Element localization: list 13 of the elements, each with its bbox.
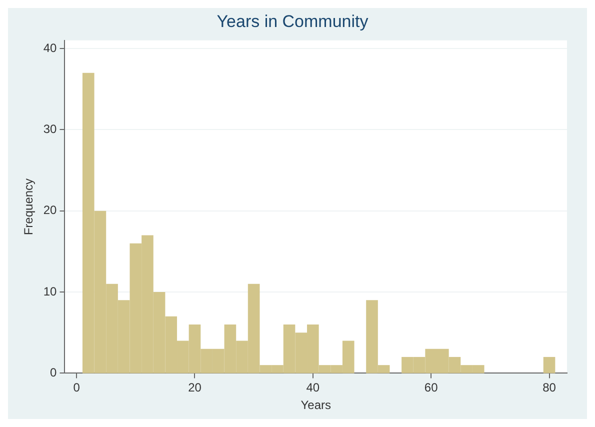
- y-tick-label: 0: [50, 366, 58, 380]
- x-tick-label: 60: [424, 380, 438, 395]
- x-axis-title: Years: [300, 398, 331, 412]
- x-tick-label: 20: [188, 380, 202, 395]
- y-tick-label: 20: [43, 203, 58, 218]
- x-tick-label: 0: [73, 380, 80, 395]
- y-tick-label: 30: [43, 122, 58, 136]
- chart-title: Years in Community: [216, 12, 369, 31]
- x-tick-label: 40: [306, 380, 320, 395]
- x-tick-label: 80: [542, 380, 556, 395]
- y-tick-label: 40: [43, 40, 58, 55]
- y-tick-label: 10: [43, 284, 58, 298]
- y-axis-title: Frequency: [22, 178, 36, 236]
